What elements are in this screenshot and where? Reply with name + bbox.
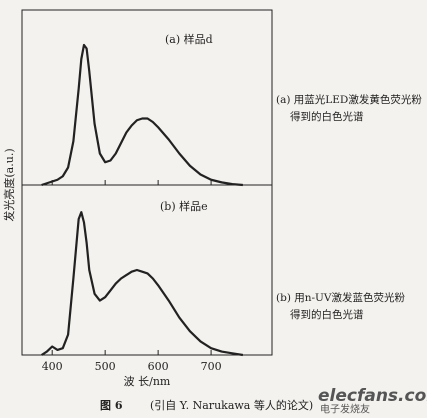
- annotation: 得到的白色光谱: [290, 110, 364, 123]
- x-tick-label: 600: [148, 360, 169, 373]
- plot-frame: [21, 9, 273, 356]
- annotation: 得到的白色光谱: [290, 308, 364, 321]
- x-tick-label: 500: [95, 360, 116, 373]
- annotation: (b) 用n-UV激发蓝色荧光粉: [276, 291, 405, 304]
- x-tick-label: 700: [201, 360, 222, 373]
- spectrum-line: [41, 43, 243, 187]
- watermark: 电子发烧友: [320, 403, 370, 416]
- y-axis-label: 发光亮度(a.u.): [2, 148, 16, 221]
- x-axis-label: 波 长/nm: [124, 375, 171, 388]
- spectrum-line: [41, 211, 244, 357]
- x-tick-label: 400: [42, 360, 63, 373]
- panel-title: (a) 样品d: [165, 32, 213, 46]
- panel-title: (b) 样品e: [160, 199, 208, 213]
- watermark: elecfans.com: [318, 386, 427, 406]
- caption-label: 图 6: [100, 399, 123, 412]
- annotation: (a) 用蓝光LED激发黄色荧光粉: [276, 93, 422, 106]
- caption: (引自 Y. Narukawa 等人的论文): [150, 398, 313, 412]
